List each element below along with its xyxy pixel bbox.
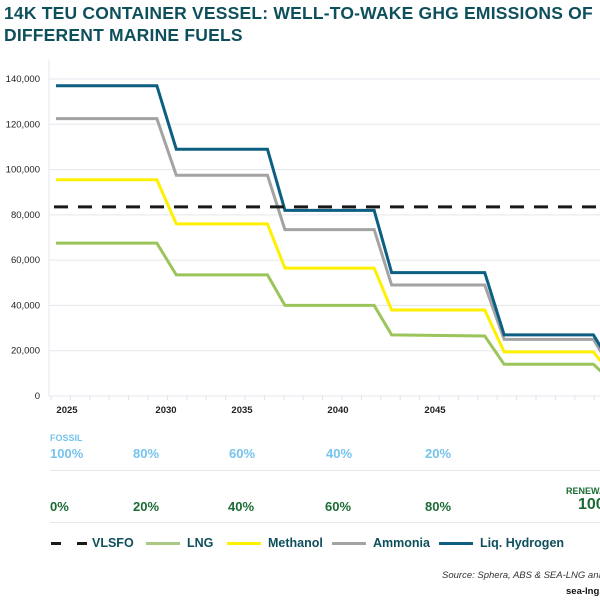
series-line-liq-hydrogen [56, 84, 600, 349]
series-line-methanol [56, 178, 600, 363]
renew-pct-2035: 40% [228, 499, 255, 514]
fossil-pct-2045: 20% [425, 446, 452, 461]
renew-pct-2025: 0% [50, 499, 69, 514]
x-tick-label: 2035 [231, 405, 253, 416]
y-tick-label: 80,000 [11, 210, 40, 221]
fossil-pct-2040: 40% [326, 446, 353, 461]
legend-vlsfo: VLSFO [92, 536, 134, 550]
legend-swatch-vlsfo [51, 542, 61, 545]
fossil-pct-2025: 100% [50, 446, 84, 461]
renew-pct-2030: 20% [133, 499, 160, 514]
y-tick-label: 20,000 [11, 346, 40, 357]
legend-methanol: Methanol [268, 536, 323, 550]
legend-ammonia: Ammonia [373, 536, 430, 550]
y-tick-label: 140,000 [6, 74, 40, 85]
renewable-label: RENEWABLE [566, 486, 600, 496]
series-line-lng [56, 241, 600, 373]
legend-swatch-lng [146, 542, 180, 545]
source-note: Source: Sphera, ABS & SEA-LNG analysis [442, 570, 600, 581]
legend-swatch-methanol [227, 542, 261, 545]
legend-lng: LNG [187, 536, 214, 550]
chart-plot: 0 20,000 40,000 60,000 80,000 100,000 120,000 1… [6, 60, 600, 416]
legend-swatch-liq-hydrogen [439, 542, 473, 545]
y-tick-label: 40,000 [11, 300, 40, 311]
legend-swatch-vlsfo [77, 542, 87, 545]
site-url: sea-lng.org [566, 586, 600, 597]
y-tick-label: 0 [35, 391, 40, 402]
x-tick-label: 2030 [155, 405, 176, 416]
divider [50, 522, 600, 523]
legend-swatch-ammonia [332, 542, 366, 545]
x-tick-label: 2025 [56, 405, 78, 416]
renew-pct-2045: 80% [425, 499, 452, 514]
fossil-pct-2030: 80% [133, 446, 160, 461]
x-tick-label: 2045 [424, 405, 446, 416]
x-tick-label: 2040 [327, 405, 348, 416]
series-line-ammonia [56, 117, 600, 354]
legend-liq-hydrogen: Liq. Hydrogen [480, 536, 565, 550]
chart-title: 14K TEU CONTAINER VESSEL: WELL-TO-WAKE G… [4, 3, 593, 45]
fossil-label: FOSSIL [50, 433, 83, 443]
y-tick-label: 60,000 [11, 255, 40, 266]
fossil-pct-2035: 60% [229, 446, 256, 461]
renew-pct-2050: 100% [578, 496, 600, 513]
y-tick-label: 100,000 [6, 165, 40, 176]
y-tick-label: 120,000 [6, 119, 40, 130]
renew-pct-2040: 60% [325, 499, 352, 514]
divider [50, 470, 600, 471]
